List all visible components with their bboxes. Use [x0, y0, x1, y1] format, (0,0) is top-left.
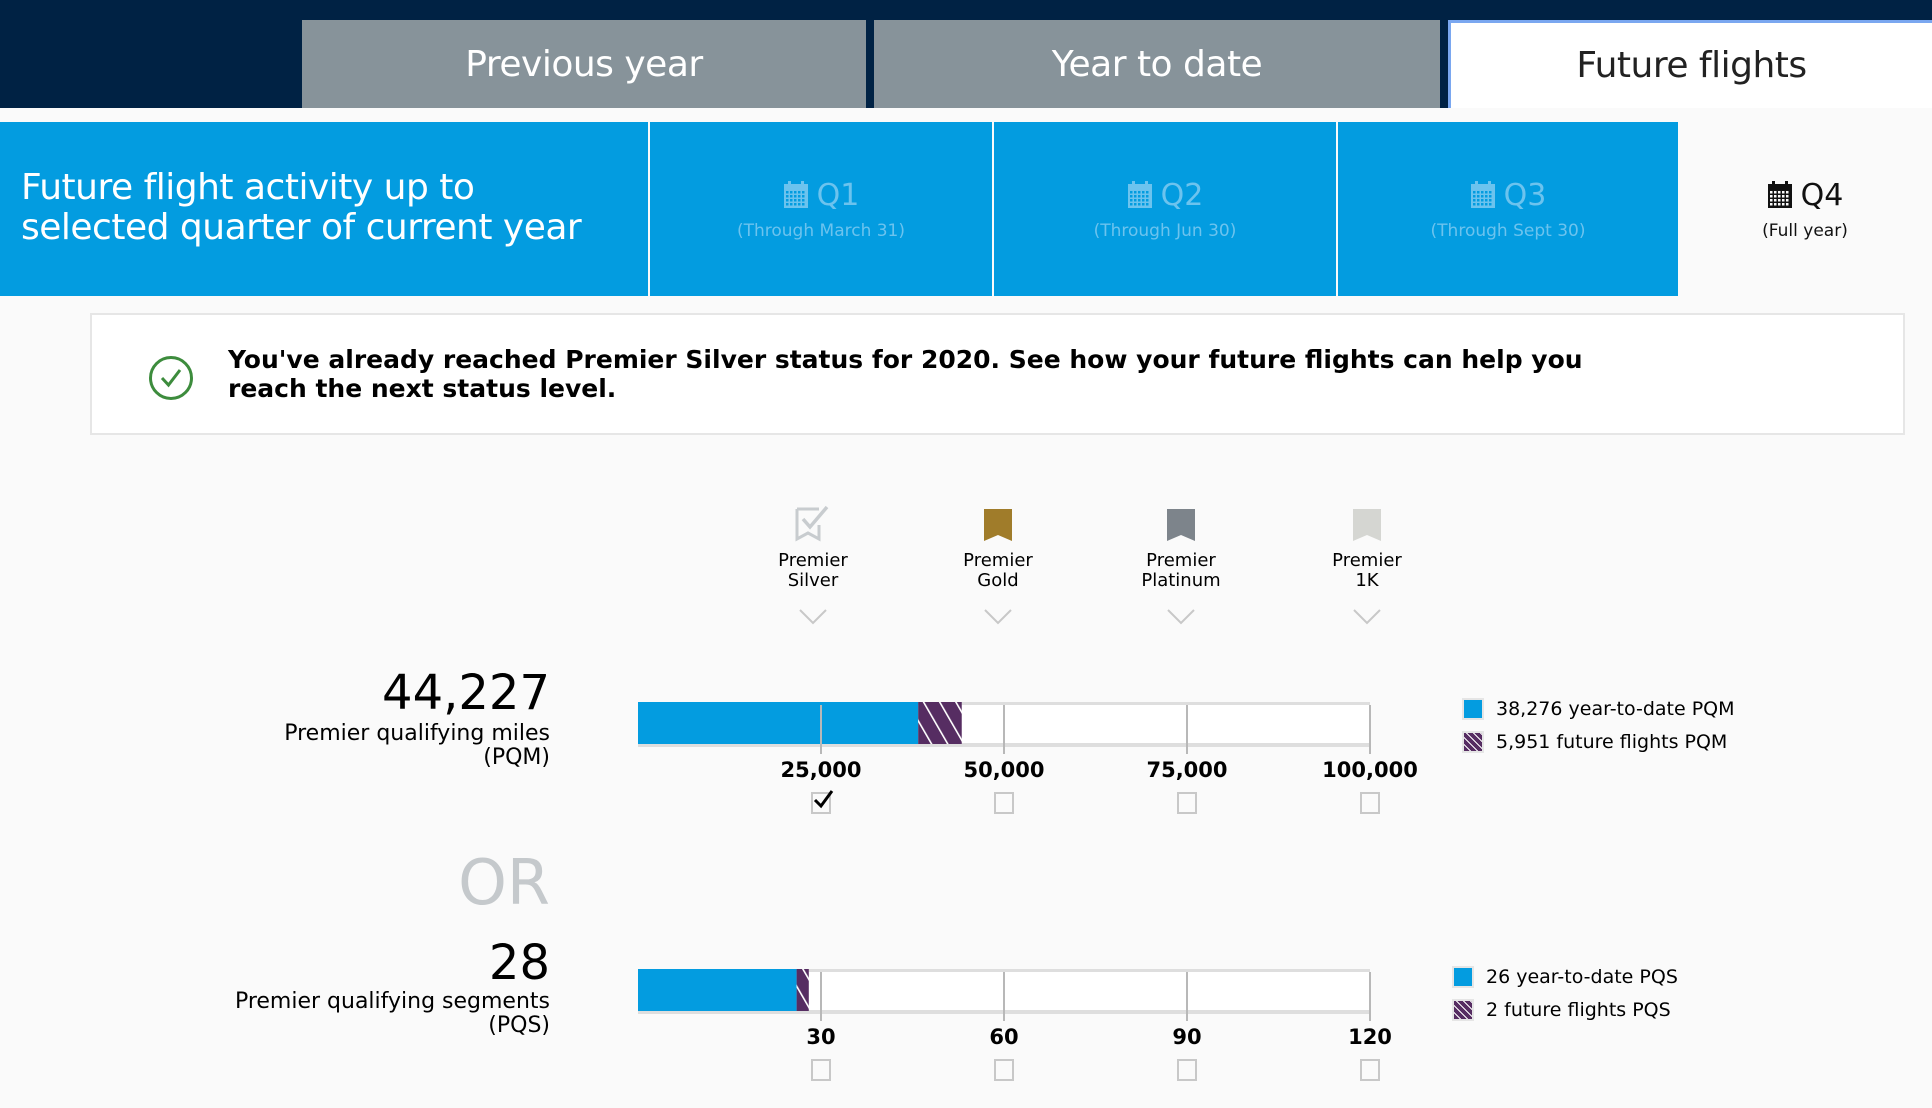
legend-item-ytd: 38,276 year-to-date PQM: [1462, 692, 1735, 725]
legend-item-future: 5,951 future flights PQM: [1462, 725, 1735, 758]
tier-name-line2: Platinum: [1141, 570, 1221, 591]
pqm-legend: 38,276 year-to-date PQM 5,951 future fli…: [1462, 692, 1735, 758]
legend-label: 5,951 future flights PQM: [1496, 730, 1728, 753]
calendar-icon: [1127, 181, 1153, 209]
tab-future-flights[interactable]: Future flights: [1448, 20, 1932, 108]
threshold-checkbox[interactable]: [994, 1059, 1014, 1081]
tier-name-line1: Premier: [1146, 550, 1216, 571]
tick-label: 120: [1348, 1025, 1392, 1049]
tier-name-line1: Premier: [1332, 550, 1402, 571]
calendar-icon: [1767, 181, 1793, 209]
tier-name-line2: 1K: [1355, 570, 1379, 591]
tick-label: 60: [989, 1025, 1019, 1049]
threshold-checkbox[interactable]: [1360, 792, 1380, 814]
track-border-bottom: [638, 743, 1370, 747]
bar-future-flights: [796, 969, 809, 1011]
tier-gold[interactable]: Premier Gold: [918, 505, 1078, 630]
tick-label: 25,000: [780, 758, 862, 782]
quarter-q1[interactable]: Q1 (Through March 31): [650, 122, 992, 296]
chevron-down-icon[interactable]: [918, 609, 1078, 630]
legend-swatch-ytd: [1452, 965, 1474, 988]
quarter-sublabel: (Through Sept 30): [1430, 220, 1586, 241]
status-banner: You've already reached Premier Silver st…: [90, 313, 1905, 435]
or-label: OR: [458, 846, 550, 919]
chevron-down-icon[interactable]: [1101, 609, 1261, 630]
threshold-checkbox[interactable]: [811, 1059, 831, 1081]
ribbon-icon: [1287, 505, 1447, 543]
pqm-label-abbr: (PQM): [483, 745, 550, 770]
threshold-checkbox[interactable]: [1177, 1059, 1197, 1081]
legend-swatch-ytd: [1462, 697, 1484, 720]
tab-previous-year[interactable]: Previous year: [302, 20, 866, 108]
pqm-total: 44,227: [382, 665, 550, 721]
quarter-sublabel: (Through March 31): [736, 220, 906, 241]
check-circle-icon: [149, 356, 193, 400]
ribbon-icon: [1101, 505, 1261, 543]
tier-name-line2: Silver: [787, 570, 839, 591]
chevron-down-icon[interactable]: [1287, 609, 1447, 630]
quarter-label: Q3: [1503, 177, 1547, 213]
track-border-bottom: [638, 1010, 1370, 1014]
ribbon-icon: [918, 505, 1078, 543]
quarter-q3[interactable]: Q3 (Through Sept 30): [1338, 122, 1678, 296]
legend-swatch-future: [1462, 730, 1484, 753]
legend-item-future: 2 future flights PQS: [1452, 993, 1678, 1026]
track-border-top: [638, 969, 1370, 972]
track: [638, 969, 1370, 1011]
intro-line-2: selected quarter of current year: [21, 207, 582, 248]
tier-name-line1: Premier: [963, 550, 1033, 571]
legend-item-ytd: 26 year-to-date PQS: [1452, 960, 1678, 993]
pqm-label: Premier qualifying miles: [284, 721, 550, 746]
quarter-q2[interactable]: Q2 (Through Jun 30): [994, 122, 1336, 296]
tier-name-line1: Premier: [778, 550, 848, 571]
threshold-checkbox[interactable]: [994, 792, 1014, 814]
legend-label: 2 future flights PQS: [1486, 998, 1671, 1021]
legend-label: 26 year-to-date PQS: [1486, 965, 1678, 988]
intro-line-1: Future flight activity up to: [21, 167, 475, 208]
tier-1k[interactable]: Premier 1K: [1287, 505, 1447, 630]
checked-ribbon-icon: [733, 505, 893, 543]
banner-text: You've already reached Premier Silver st…: [228, 345, 1583, 403]
tier-silver[interactable]: Premier Silver: [733, 505, 893, 630]
tick-label: 50,000: [963, 758, 1045, 782]
quarter-label: Q4: [1800, 177, 1844, 213]
bar-future-flights: [918, 702, 962, 744]
legend-swatch-future: [1452, 998, 1474, 1021]
pqs-legend: 26 year-to-date PQS 2 future flights PQS: [1452, 960, 1678, 1026]
calendar-icon: [783, 181, 809, 209]
tick-label: 30: [806, 1025, 836, 1049]
chevron-down-icon[interactable]: [733, 609, 893, 630]
quarter-selector-intro: Future flight activity up to selected qu…: [0, 122, 648, 296]
pqs-label-abbr: (PQS): [488, 1013, 550, 1038]
checkmark-icon: [813, 790, 834, 809]
threshold-checkbox[interactable]: [1360, 1059, 1380, 1081]
track-border-top: [638, 702, 1370, 705]
tab-year-to-date[interactable]: Year to date: [874, 20, 1440, 108]
quarter-sublabel: (Full year): [1762, 220, 1848, 241]
track: [638, 702, 1370, 744]
tick-label: 75,000: [1146, 758, 1228, 782]
bar-year-to-date: [638, 969, 797, 1011]
tick-label: 90: [1172, 1025, 1202, 1049]
tier-platinum[interactable]: Premier Platinum: [1101, 505, 1261, 630]
quarter-q4[interactable]: Q4 (Full year): [1678, 122, 1932, 296]
quarter-label: Q2: [1160, 177, 1204, 213]
pqs-total: 28: [488, 935, 550, 991]
quarter-label: Q1: [816, 177, 860, 213]
pqs-label: Premier qualifying segments: [234, 989, 550, 1014]
legend-label: 38,276 year-to-date PQM: [1496, 697, 1735, 720]
calendar-icon: [1470, 181, 1496, 209]
threshold-checkbox[interactable]: [1177, 792, 1197, 814]
threshold-checkbox[interactable]: [811, 790, 834, 814]
quarter-sublabel: (Through Jun 30): [1093, 220, 1237, 241]
tick-label: 100,000: [1322, 758, 1418, 782]
tier-name-line2: Gold: [977, 570, 1019, 591]
quarter-selector: Future flight activity up to selected qu…: [0, 122, 1932, 296]
bar-year-to-date: [638, 702, 919, 744]
